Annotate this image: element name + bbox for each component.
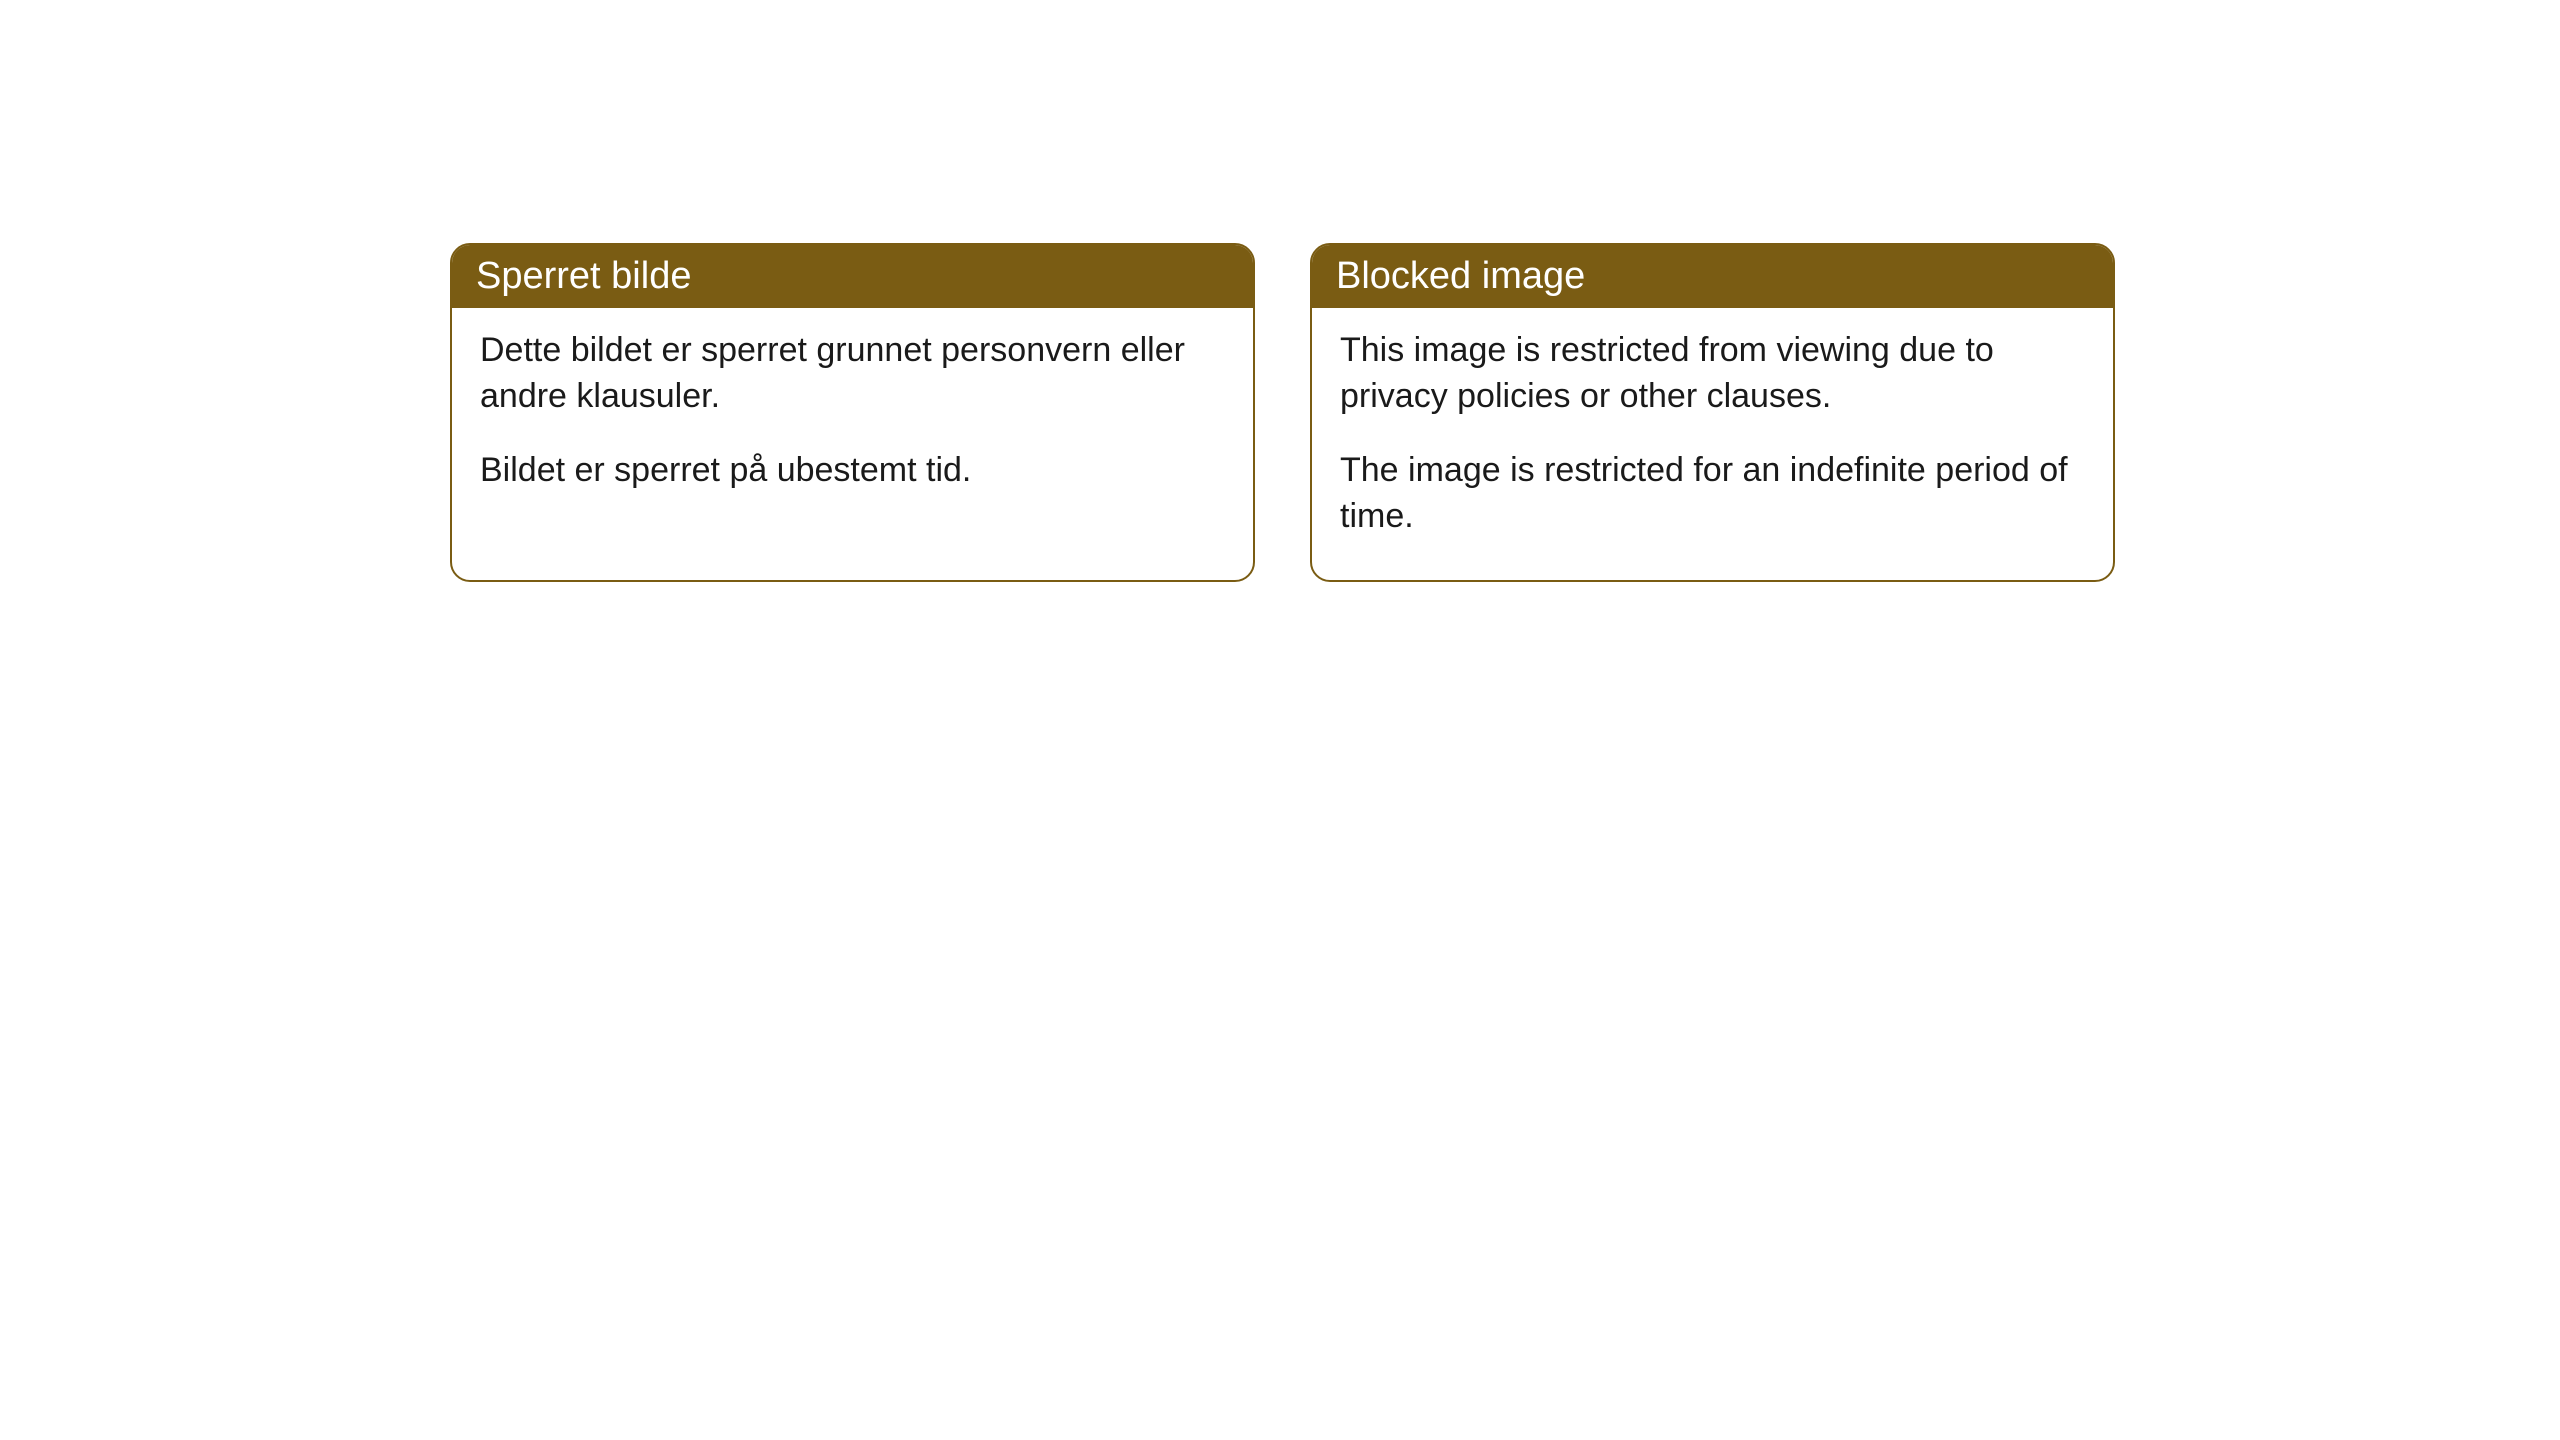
card-body: This image is restricted from viewing du… xyxy=(1312,308,2113,580)
card-paragraph: The image is restricted for an indefinit… xyxy=(1340,448,2085,540)
card-header: Blocked image xyxy=(1312,245,2113,308)
card-header: Sperret bilde xyxy=(452,245,1253,308)
card-title: Sperret bilde xyxy=(476,255,691,297)
notice-cards-container: Sperret bilde Dette bildet er sperret gr… xyxy=(450,243,2115,582)
card-paragraph: Dette bildet er sperret grunnet personve… xyxy=(480,328,1225,420)
notice-card-norwegian: Sperret bilde Dette bildet er sperret gr… xyxy=(450,243,1255,582)
notice-card-english: Blocked image This image is restricted f… xyxy=(1310,243,2115,582)
card-title: Blocked image xyxy=(1336,255,1585,297)
card-paragraph: Bildet er sperret på ubestemt tid. xyxy=(480,448,1225,494)
card-body: Dette bildet er sperret grunnet personve… xyxy=(452,308,1253,534)
card-paragraph: This image is restricted from viewing du… xyxy=(1340,328,2085,420)
